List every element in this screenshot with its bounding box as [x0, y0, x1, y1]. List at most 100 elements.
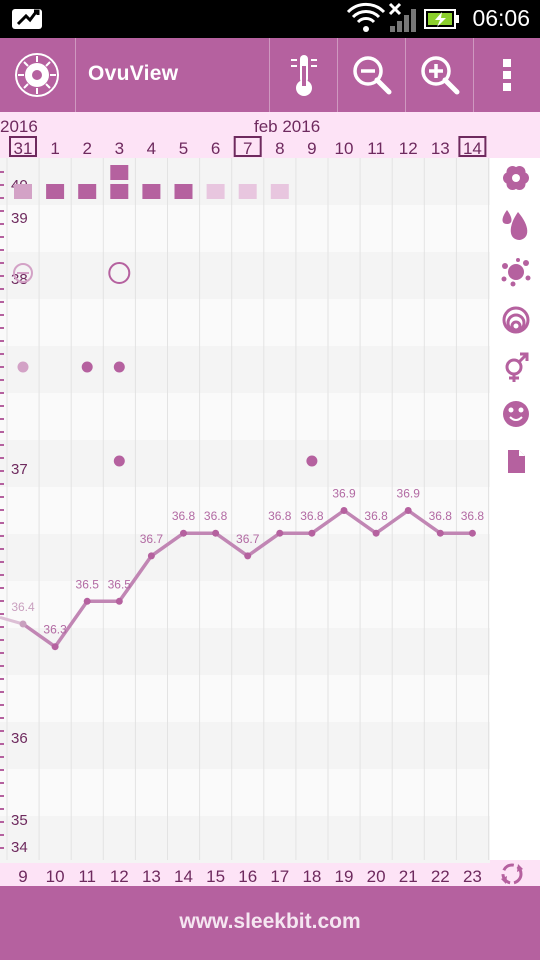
today-box — [233, 136, 262, 157]
mood-dot — [113, 455, 125, 467]
y-tick-label: 37 — [11, 461, 28, 478]
period-square — [270, 184, 289, 199]
status-bar: 06:06 — [0, 0, 540, 38]
date-label: 18 — [302, 867, 321, 886]
temp-point — [115, 597, 123, 605]
mood-dot — [306, 455, 318, 467]
period-square — [174, 184, 193, 199]
temp-label: 36.7 — [236, 532, 260, 546]
zoom-in-button[interactable] — [406, 38, 473, 112]
note-fold — [519, 450, 525, 456]
app-title: OvuView — [88, 62, 179, 85]
gender-icon[interactable] — [505, 352, 529, 382]
date-label: 21 — [399, 867, 418, 886]
period-square — [110, 165, 129, 180]
zoom-in-icon — [420, 56, 459, 95]
day-label: 31 — [14, 139, 33, 158]
intercourse-dot — [81, 361, 93, 373]
temp-label: 36.8 — [268, 509, 292, 523]
day-label: 2 — [82, 139, 91, 158]
smiley-icon[interactable] — [503, 401, 529, 427]
grid-band — [0, 252, 490, 299]
splash-drop — [501, 276, 507, 282]
period-square — [142, 184, 161, 199]
cervix-icon[interactable] — [502, 306, 530, 334]
date-label: 17 — [270, 867, 289, 886]
date-label: 13 — [142, 867, 161, 886]
splash-drop — [525, 275, 531, 281]
grid-band — [0, 205, 490, 252]
zoom-out-button[interactable] — [338, 38, 405, 112]
temp-label: 36.9 — [397, 487, 421, 501]
smiley-mouth — [509, 416, 523, 421]
day-label: 12 — [399, 139, 418, 158]
screen-mirror-icon — [12, 9, 42, 29]
temp-label: 36.8 — [364, 509, 388, 523]
flower-center — [512, 174, 520, 182]
clock: 06:06 — [472, 5, 530, 31]
y-tick-label: 34 — [11, 839, 28, 856]
smiley-eye — [508, 407, 514, 413]
smiley-eye — [518, 407, 524, 413]
splash-icon[interactable] — [501, 258, 531, 287]
grid-band — [0, 581, 490, 628]
temp-point — [244, 552, 252, 560]
temp-point — [51, 643, 59, 651]
grid-band — [0, 346, 490, 393]
day-label: 7 — [243, 139, 252, 158]
drop-icon[interactable] — [502, 210, 528, 240]
drop-large — [510, 212, 528, 240]
overflow-menu-button[interactable] — [474, 38, 540, 112]
day-label: 3 — [115, 139, 124, 158]
temp-point — [276, 529, 284, 537]
today-box — [9, 136, 37, 157]
sync-icon[interactable] — [501, 863, 523, 885]
temp-label: 36.8 — [172, 509, 196, 523]
temp-label: 36.8 — [461, 509, 485, 523]
wifi-icon — [346, 2, 386, 32]
ovuview-logo-icon[interactable] — [14, 52, 60, 98]
date-label: 19 — [335, 867, 354, 886]
date-label: 10 — [46, 867, 65, 886]
temp-label: 36.5 — [108, 577, 132, 591]
day-label: 13 — [431, 139, 450, 158]
day-label: 9 — [307, 139, 316, 158]
day-label: 14 — [463, 139, 482, 158]
signal-off-icon — [388, 2, 416, 32]
day-label: 6 — [211, 139, 220, 158]
temp-label: 36.7 — [140, 532, 164, 546]
period-square — [238, 184, 257, 199]
temp-label: 36.3 — [43, 623, 67, 637]
grid-band — [0, 393, 490, 440]
y-tick-label: 39 — [11, 210, 28, 227]
zoom-out-icon — [352, 56, 391, 95]
temp-label: 36.4 — [11, 600, 35, 614]
date-label: 9 — [18, 867, 27, 886]
period-square — [46, 184, 65, 199]
side-panel — [490, 158, 540, 860]
temp-label: 36.8 — [204, 509, 228, 523]
thermometer-button[interactable] — [270, 38, 337, 112]
temp-line-leadin — [0, 616, 24, 626]
today-box — [458, 136, 487, 157]
cervix-ring — [510, 320, 522, 332]
date-label: 15 — [206, 867, 225, 886]
period-square — [206, 184, 225, 199]
footer-link[interactable]: www.sleekbit.com — [179, 910, 361, 933]
day-header-band — [0, 112, 540, 158]
mucus-circle — [13, 263, 33, 283]
temp-label: 36.8 — [300, 509, 324, 523]
intercourse-dot — [113, 361, 125, 373]
splash-drop — [502, 263, 508, 269]
thermometer-icon — [290, 55, 317, 96]
temp-point — [19, 620, 27, 628]
day-label: 5 — [179, 139, 188, 158]
y-tick-label: 35 — [11, 812, 28, 829]
temp-point — [340, 507, 348, 514]
temp-point — [212, 529, 220, 537]
splash-drop — [523, 260, 529, 266]
footer-banner[interactable]: www.sleekbit.com — [0, 886, 540, 960]
note-icon[interactable] — [508, 450, 525, 473]
flower-icon[interactable] — [503, 165, 529, 191]
